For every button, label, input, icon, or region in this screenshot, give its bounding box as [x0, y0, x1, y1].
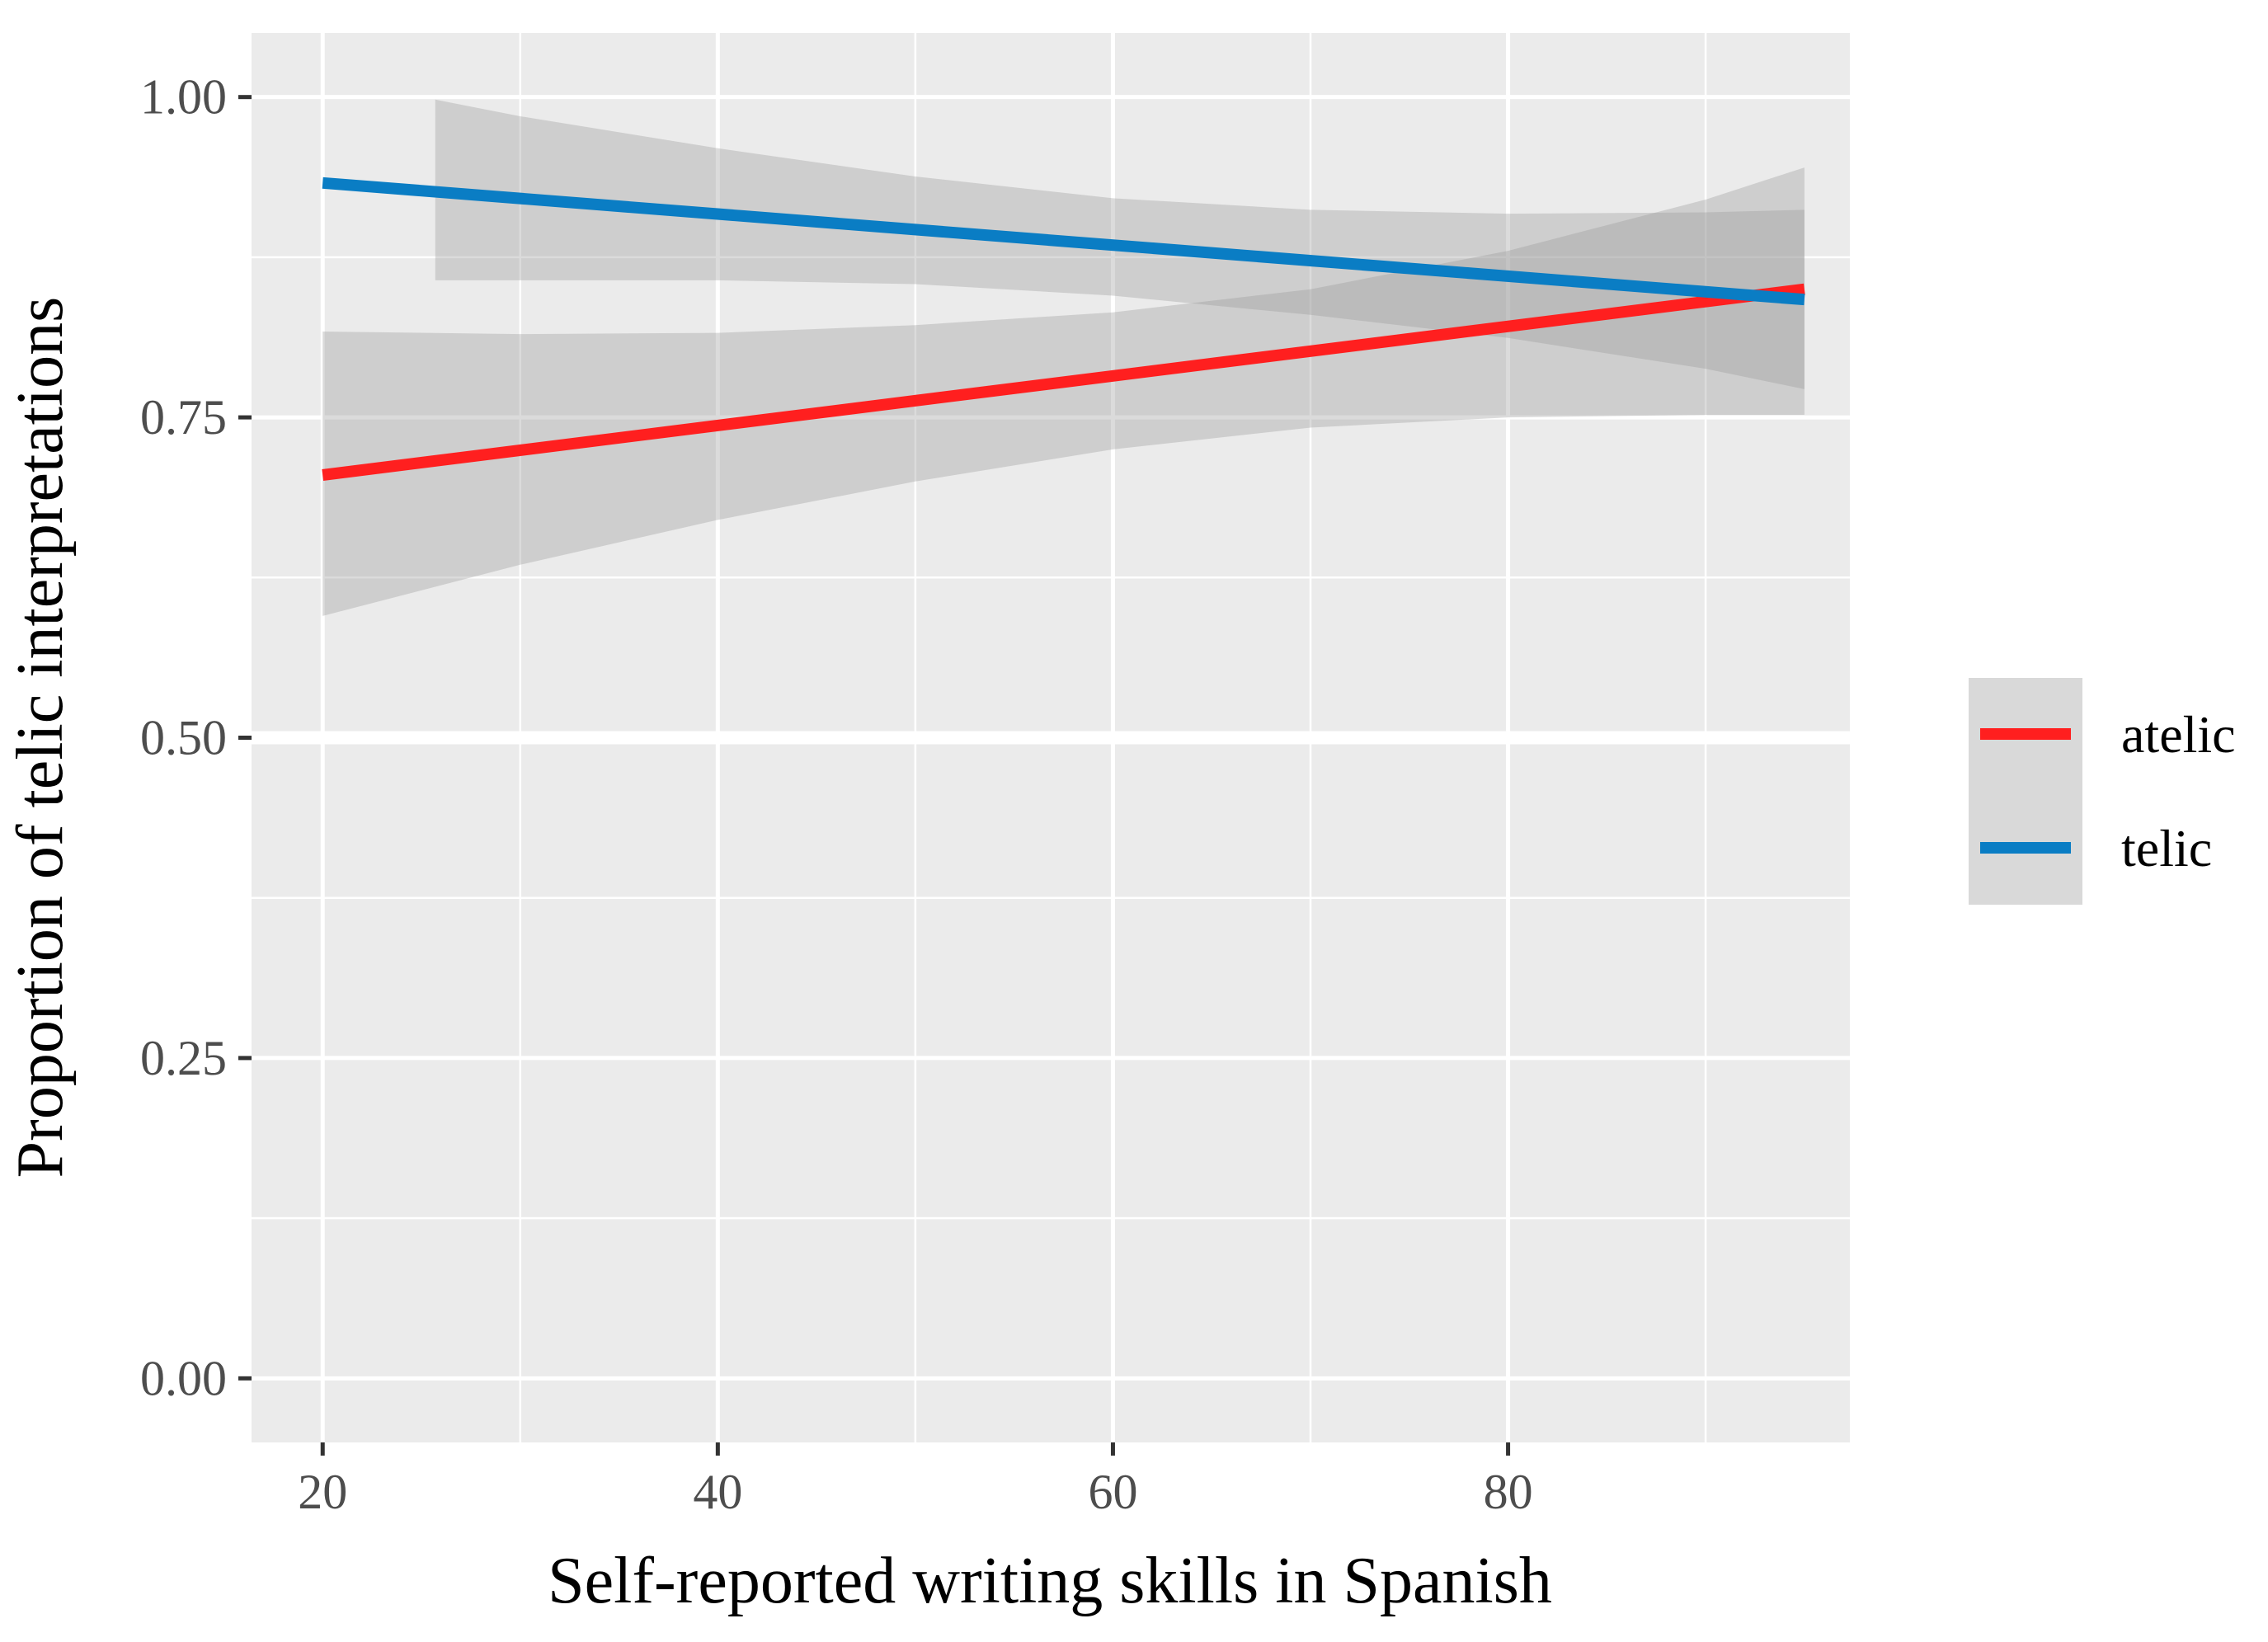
legend-key-background	[1969, 678, 2082, 905]
legend: atelic telic	[1969, 678, 2236, 905]
line-telic	[322, 176, 1805, 306]
tick-labels: 0.00 0.25 0.50 0.75 1.00 20 40 60 80	[140, 70, 1533, 1519]
x-tick-label: 40	[693, 1465, 742, 1519]
x-tick-label: 20	[298, 1465, 347, 1519]
x-tick-label: 80	[1484, 1465, 1533, 1519]
y-tick-label: 0.25	[140, 1031, 227, 1085]
x-axis-title: Self-reported writing skills in Spanish	[548, 1545, 1552, 1617]
y-tick-label: 0.50	[140, 711, 227, 765]
line-atelic	[322, 283, 1805, 481]
y-tick-label: 0.00	[140, 1351, 227, 1405]
legend-label-telic: telic	[2121, 819, 2212, 877]
legend-label-atelic: atelic	[2121, 705, 2236, 764]
series-lines	[322, 176, 1805, 481]
y-tick-label: 0.75	[140, 390, 227, 445]
major-grid-lines	[252, 33, 1850, 1442]
axis-ticks	[238, 95, 1511, 1456]
ribbon-atelic	[322, 167, 1805, 616]
mid-gap-band	[252, 731, 1850, 745]
x-tick-label: 60	[1088, 1465, 1137, 1519]
y-tick-label: 1.00	[140, 70, 227, 125]
y-axis-title: Proportion of telic interpretations	[4, 297, 77, 1179]
